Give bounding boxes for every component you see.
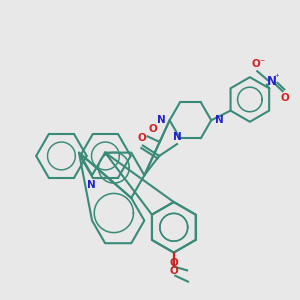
Text: O: O [148,124,157,134]
Text: $^+$: $^+$ [273,73,280,82]
Text: O: O [138,133,147,143]
Text: N: N [157,115,166,125]
Text: N: N [173,132,182,142]
Text: N: N [215,115,224,125]
Text: $^-$: $^-$ [258,57,266,66]
Text: O: O [169,259,178,269]
Text: N: N [267,75,277,88]
Text: N: N [87,180,96,190]
Text: O: O [169,266,178,276]
Text: O: O [280,93,289,103]
Text: O: O [251,59,260,69]
